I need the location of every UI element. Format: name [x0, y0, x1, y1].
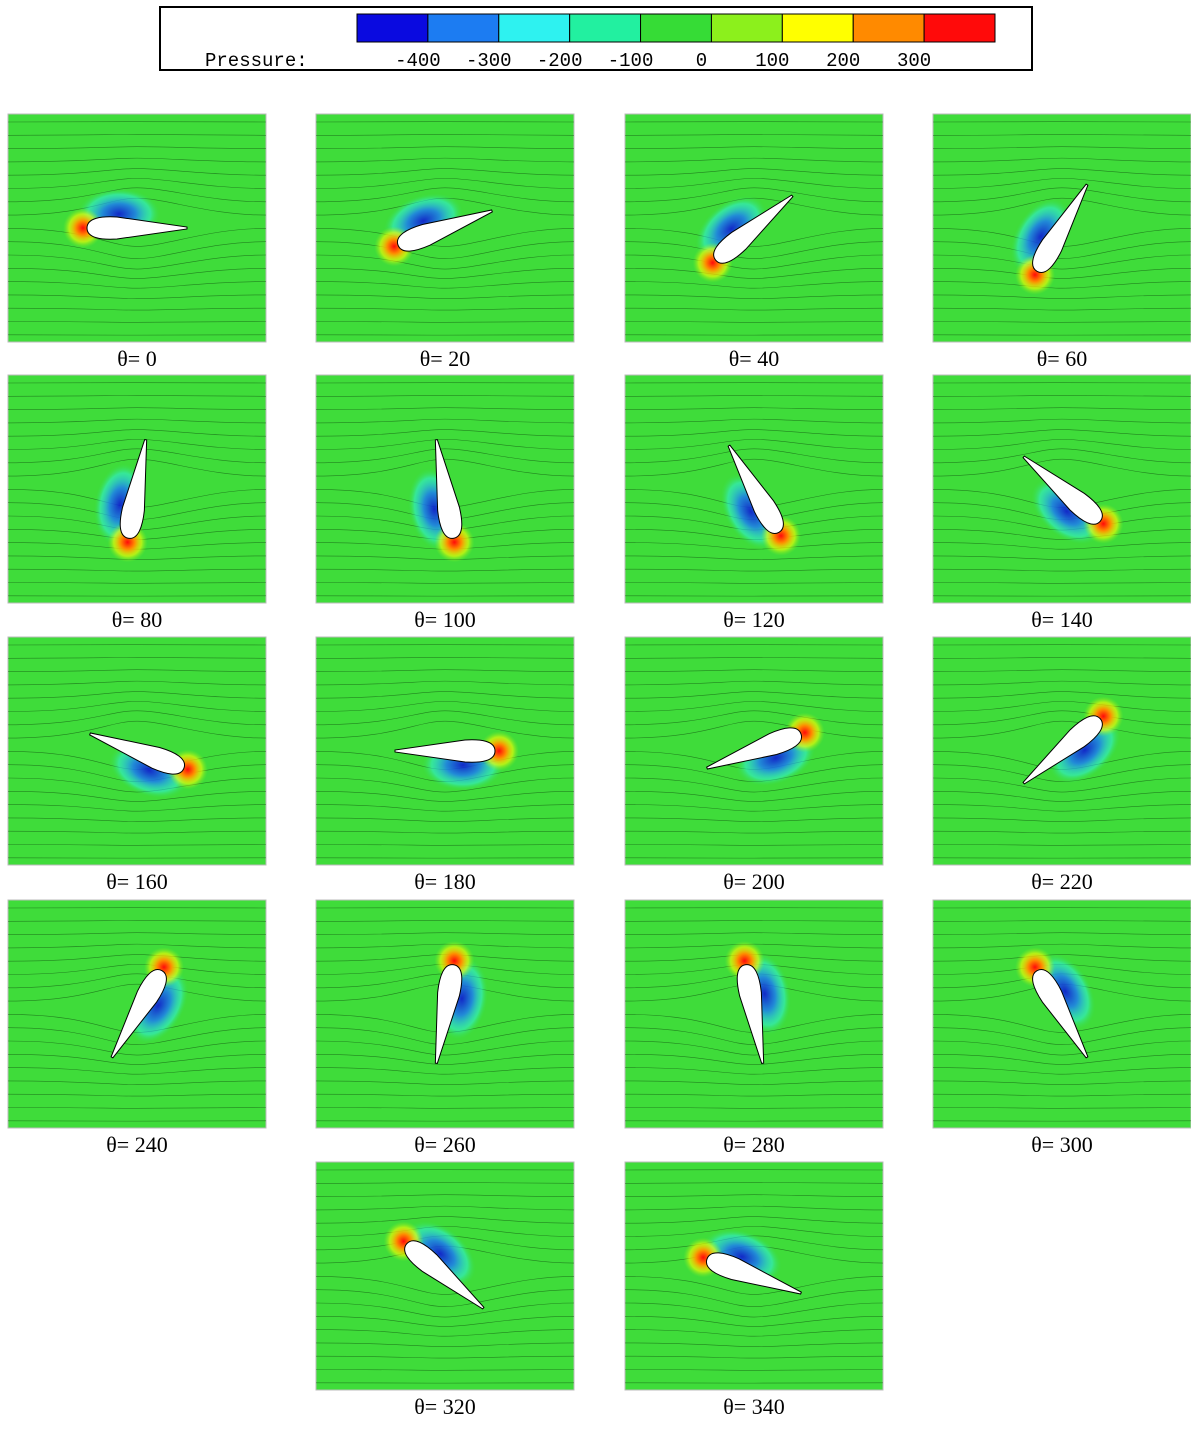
panel [625, 1162, 883, 1390]
colorbar-tick-label: -100 [608, 50, 654, 72]
panel-label: θ= 100 [414, 607, 475, 632]
panel-label: θ= 40 [729, 346, 779, 371]
panel-label: θ= 0 [117, 346, 156, 371]
panel [316, 375, 574, 603]
panel [625, 114, 883, 342]
colorbar-label: Pressure: [205, 50, 308, 72]
panel-label: θ= 60 [1037, 346, 1087, 371]
panel [625, 637, 883, 865]
panel [316, 637, 574, 865]
panel-label: θ= 120 [723, 607, 784, 632]
panel-label: θ= 280 [723, 1132, 784, 1157]
colorbar-tick-label: -200 [537, 50, 583, 72]
panel [933, 637, 1191, 865]
panel [933, 114, 1191, 342]
panel-label: θ= 300 [1031, 1132, 1092, 1157]
panel [8, 114, 266, 342]
colorbar-tick-label: -300 [466, 50, 512, 72]
panel [316, 900, 574, 1128]
panel-label: θ= 20 [420, 346, 470, 371]
panel [8, 637, 266, 865]
panel [8, 900, 266, 1128]
colorbar-swatch [711, 14, 782, 42]
panel [8, 375, 266, 603]
colorbar-swatch [357, 14, 428, 42]
colorbar-swatch [853, 14, 924, 42]
colorbar-swatch [499, 14, 570, 42]
panel-label: θ= 180 [414, 869, 475, 894]
colorbar-swatch [428, 14, 499, 42]
panel-label: θ= 140 [1031, 607, 1092, 632]
colorbar-tick-label: -400 [395, 50, 441, 72]
colorbar-swatch [570, 14, 641, 42]
panel [933, 900, 1191, 1128]
panel-label: θ= 320 [414, 1394, 475, 1419]
panel [625, 375, 883, 603]
colorbar-tick-label: 300 [897, 50, 931, 72]
panel [316, 114, 574, 342]
panel-label: θ= 220 [1031, 869, 1092, 894]
panel-label: θ= 240 [106, 1132, 167, 1157]
colorbar-swatch [641, 14, 712, 42]
panel [625, 900, 883, 1128]
panel-label: θ= 200 [723, 869, 784, 894]
panel-label: θ= 160 [106, 869, 167, 894]
panel-label: θ= 80 [112, 607, 162, 632]
colorbar-tick-label: 0 [696, 50, 707, 72]
figure: Pressure: -400 -300 -200 -100 0 100 200 300 θ= 0… [0, 0, 1191, 1432]
colorbar-swatch [782, 14, 853, 42]
panel [316, 1162, 574, 1390]
colorbar-swatch [924, 14, 995, 42]
colorbar-tick-label: 100 [755, 50, 789, 72]
panel-label: θ= 340 [723, 1394, 784, 1419]
panel [933, 375, 1191, 603]
panel-label: θ= 260 [414, 1132, 475, 1157]
colorbar-tick-label: 200 [826, 50, 860, 72]
